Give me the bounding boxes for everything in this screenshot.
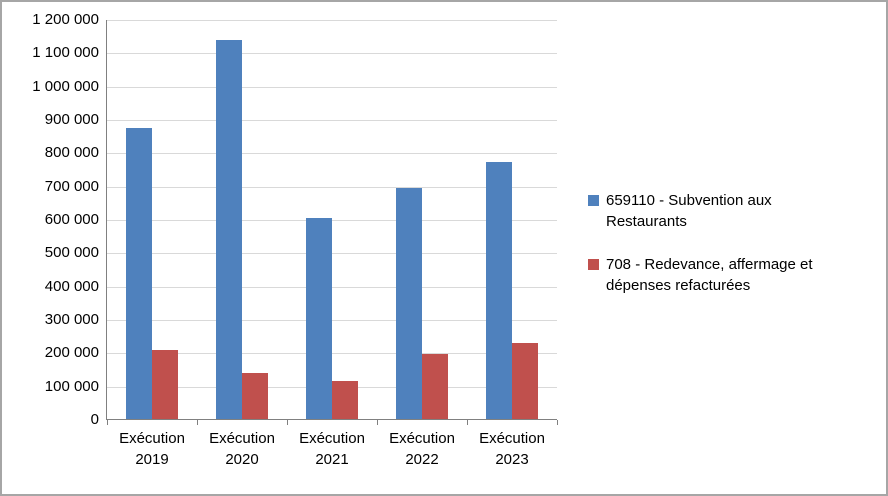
bar	[306, 218, 332, 420]
gridline	[107, 20, 557, 21]
y-tick-label: 900 000	[44, 111, 99, 128]
y-tick-label: 600 000	[44, 211, 99, 228]
legend-item: 659110 - Subvention aux Restaurants	[588, 190, 868, 232]
bar	[332, 380, 358, 420]
gridline	[107, 53, 557, 55]
gridline	[107, 86, 557, 88]
legend-marker	[588, 195, 599, 206]
y-axis-line	[106, 20, 107, 420]
bar	[396, 188, 422, 420]
x-tick-label: Exécution 2020	[209, 430, 275, 468]
gridline	[107, 353, 557, 355]
x-tick-mark	[467, 420, 468, 425]
legend-label: 708 - Redevance, affermage et dépenses r…	[606, 256, 813, 294]
bar	[422, 354, 448, 420]
y-axis-labels: 0 100 000 200 000 300 000 400 000 500 000 600 …	[2, 11, 99, 428]
x-tick-mark	[107, 420, 108, 425]
bar	[126, 128, 152, 420]
plot-area	[106, 20, 558, 425]
y-tick-label: 800 000	[44, 144, 99, 162]
gridline	[107, 153, 557, 155]
bar	[486, 161, 512, 420]
bar	[216, 40, 242, 420]
y-tick-label: 300 000	[44, 311, 99, 328]
x-tick-label: Exécution 2022	[389, 430, 455, 468]
legend-marker	[588, 259, 599, 270]
gridline	[107, 253, 557, 255]
x-tick-label: Exécution 2019	[119, 430, 185, 468]
gridline	[107, 120, 557, 121]
legend: 659110 - Subvention aux Restaurants 708 -…	[588, 190, 868, 318]
bar	[152, 350, 178, 420]
x-axis-line	[107, 419, 557, 420]
bar	[242, 373, 268, 420]
y-tick-label: 1 000 000	[32, 77, 99, 95]
legend-item: 708 - Redevance, affermage et dépenses r…	[588, 254, 868, 296]
x-tick-label: Exécution 2023	[479, 430, 545, 468]
bar	[512, 343, 538, 420]
x-tick-label: Exécution 2021	[299, 430, 365, 468]
gridline	[107, 320, 557, 321]
x-tick-mark	[287, 420, 288, 425]
gridline	[107, 286, 557, 288]
x-axis-labels: Exécution 2019 Exécution 2020 Exécution 20…	[107, 428, 557, 470]
y-tick-label: 1 100 000	[32, 44, 99, 62]
x-tick-mark	[377, 420, 378, 425]
x-tick-mark	[557, 420, 558, 425]
y-tick-label: 200 000	[44, 344, 99, 362]
y-tick-label: 1 200 000	[32, 11, 99, 28]
legend-label: 659110 - Subvention aux Restaurants	[606, 192, 772, 230]
y-tick-label: 400 000	[44, 277, 99, 295]
y-tick-label: 500 000	[44, 244, 99, 262]
gridline	[107, 186, 557, 188]
y-tick-label: 700 000	[44, 177, 99, 195]
x-tick-mark	[197, 420, 198, 425]
y-tick-label: 100 000	[44, 377, 99, 395]
y-tick-label: 0	[90, 411, 99, 428]
gridline	[107, 220, 557, 221]
